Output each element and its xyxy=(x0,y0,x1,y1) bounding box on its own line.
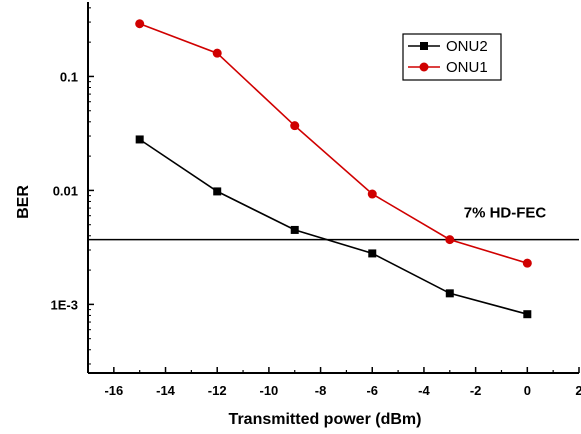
legend-box xyxy=(402,33,502,81)
threshold-label: 7% HD-FEC xyxy=(464,205,547,222)
data-point xyxy=(522,258,532,268)
data-point xyxy=(445,235,455,245)
x-tick-label: -12 xyxy=(208,383,227,398)
data-point xyxy=(135,19,145,29)
series-layer xyxy=(135,19,532,319)
data-point xyxy=(290,121,300,131)
data-point xyxy=(290,225,299,234)
series-line xyxy=(139,138,528,315)
series-onu1 xyxy=(135,19,532,268)
data-point xyxy=(213,187,222,196)
x-tick-label: -2 xyxy=(470,383,482,398)
x-tick-label: 2 xyxy=(575,383,581,398)
legend-marker xyxy=(420,42,428,50)
legend-item-onu2: ONU2 xyxy=(408,38,488,55)
series-onu2 xyxy=(135,135,532,319)
legend-label: ONU1 xyxy=(446,59,488,76)
y-axis-label: BER xyxy=(15,185,32,219)
legend: ONU2 ONU1 xyxy=(402,33,502,81)
x-tick-label: -16 xyxy=(104,383,123,398)
x-tick-label: 0 xyxy=(524,383,531,398)
x-tick-label: -10 xyxy=(259,383,278,398)
x-axis-label: Transmitted power (dBm) xyxy=(229,411,422,428)
y-tick-label: 0.1 xyxy=(60,69,78,84)
legend-marker xyxy=(419,62,429,72)
y-tick-label: 1E-3 xyxy=(51,297,78,312)
legend-item-onu1: ONU1 xyxy=(408,59,488,76)
data-point xyxy=(367,189,377,199)
series-line xyxy=(139,22,528,264)
data-point xyxy=(212,48,222,58)
data-point xyxy=(523,310,532,319)
data-point xyxy=(368,249,377,258)
x-tick-label: -8 xyxy=(315,383,327,398)
x-tick-label: -6 xyxy=(366,383,378,398)
axis-ticks: -16 -14 -12 -10 -8 -6 -4 -2 0 2 1E-3 0.01 0.1 xyxy=(51,7,581,398)
fec-threshold: 7% HD-FEC xyxy=(88,205,579,241)
data-point xyxy=(135,135,144,144)
data-point xyxy=(445,289,454,298)
chart-frame xyxy=(87,2,579,374)
y-tick-label: 0.01 xyxy=(53,183,78,198)
x-tick-label: -14 xyxy=(156,383,176,398)
x-tick-label: -4 xyxy=(418,383,430,398)
legend-label: ONU2 xyxy=(446,38,488,55)
